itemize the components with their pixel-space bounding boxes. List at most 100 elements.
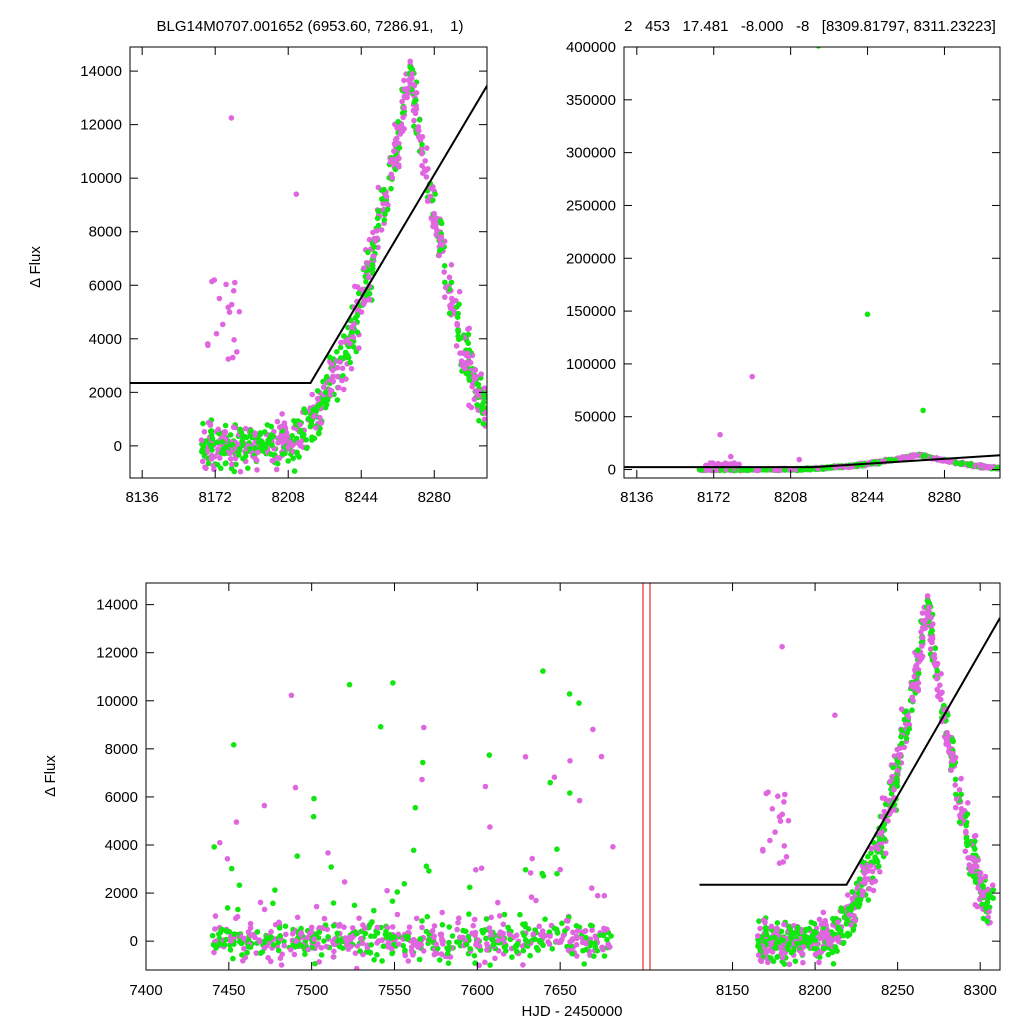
data-point-magenta [227, 450, 233, 457]
data-point-magenta [433, 231, 440, 238]
data-point-magenta [327, 387, 334, 394]
data-point [218, 926, 225, 933]
data-point [418, 941, 425, 948]
data-point [368, 942, 375, 948]
data-point [928, 614, 934, 620]
data-point-magenta [366, 274, 372, 281]
data-point [773, 945, 779, 951]
data-point [567, 758, 573, 764]
data-point [395, 931, 402, 938]
data-point [811, 928, 818, 935]
data-point [574, 935, 580, 942]
data-point [569, 937, 576, 944]
data-point [241, 945, 247, 952]
data-point-magenta [458, 358, 465, 364]
data-point [470, 922, 477, 929]
data-point-green [480, 421, 487, 427]
data-point [812, 937, 818, 944]
data-point [238, 940, 245, 947]
data-point-magenta [380, 200, 386, 207]
data-point [475, 937, 482, 943]
data-point [605, 943, 612, 949]
data-point [861, 870, 868, 877]
data-point [522, 867, 529, 873]
data-point-magenta [341, 386, 347, 393]
data-point [496, 913, 503, 919]
data-point-green [247, 445, 253, 452]
data-point-green [239, 438, 245, 445]
data-point-magenta [976, 463, 983, 469]
data-point-green [199, 448, 205, 455]
data-point [313, 931, 319, 937]
data-point-magenta [436, 252, 442, 259]
y-tick-label: 6000 [89, 277, 122, 294]
data-point [360, 922, 366, 928]
data-point-magenta [226, 309, 233, 316]
data-point [944, 729, 950, 736]
data-point [233, 819, 240, 825]
data-point [869, 868, 876, 875]
data-point-magenta [451, 308, 457, 315]
data-point [916, 670, 922, 677]
data-point-green [454, 304, 460, 310]
data-point [387, 932, 393, 938]
outlier-point [717, 431, 723, 438]
data-point [775, 793, 781, 799]
data-point-magenta [464, 350, 471, 357]
data-point-green [259, 448, 266, 454]
data-point-green [375, 208, 382, 214]
data-point [604, 936, 610, 943]
x-tick-label: 7450 [212, 982, 245, 999]
data-point [223, 936, 229, 943]
data-point [988, 894, 994, 900]
data-point [212, 926, 218, 932]
data-point [963, 835, 970, 842]
data-point-magenta [356, 345, 362, 351]
y-tick-label: 8000 [105, 741, 138, 758]
data-point-green [419, 141, 425, 148]
data-point [400, 942, 407, 949]
data-point [429, 928, 436, 934]
data-point [774, 954, 780, 960]
data-point [915, 647, 921, 653]
data-point-green [324, 397, 331, 403]
data-point-magenta [347, 340, 353, 347]
data-point [529, 855, 535, 862]
data-point [802, 933, 808, 939]
data-point-green [354, 329, 361, 336]
data-point [261, 802, 268, 809]
data-point-magenta [208, 456, 215, 462]
data-point-magenta [736, 461, 742, 468]
data-point-magenta [424, 145, 430, 151]
data-point-magenta [434, 227, 440, 233]
top-left-title: BLG14M0707.001652 (6953.60, 7286.91, 1) [157, 18, 464, 35]
data-point [802, 928, 809, 934]
data-point [331, 948, 337, 955]
data-point-magenta [352, 283, 358, 290]
y-tick-label: 300000 [566, 145, 616, 162]
data-point [962, 848, 969, 855]
data-point-green [488, 395, 494, 401]
data-point-green [279, 451, 286, 457]
data-point [950, 757, 957, 764]
data-point [958, 775, 964, 782]
data-point-magenta [273, 466, 280, 473]
data-point-magenta [213, 330, 220, 337]
data-point [351, 902, 358, 909]
outlier-point [864, 311, 871, 318]
data-point [254, 929, 261, 935]
data-point [876, 863, 882, 870]
data-point [551, 774, 558, 780]
data-point-magenta [231, 337, 237, 343]
data-point [983, 905, 989, 912]
data-point-green [236, 452, 242, 458]
y-tick-label: 50000 [574, 409, 616, 426]
data-point [767, 837, 773, 844]
data-point-green [475, 381, 482, 388]
data-point [211, 949, 217, 956]
data-point [298, 943, 305, 949]
data-point-green [291, 468, 298, 474]
data-point [420, 759, 426, 766]
data-point-green [301, 431, 307, 438]
data-point [966, 862, 973, 868]
